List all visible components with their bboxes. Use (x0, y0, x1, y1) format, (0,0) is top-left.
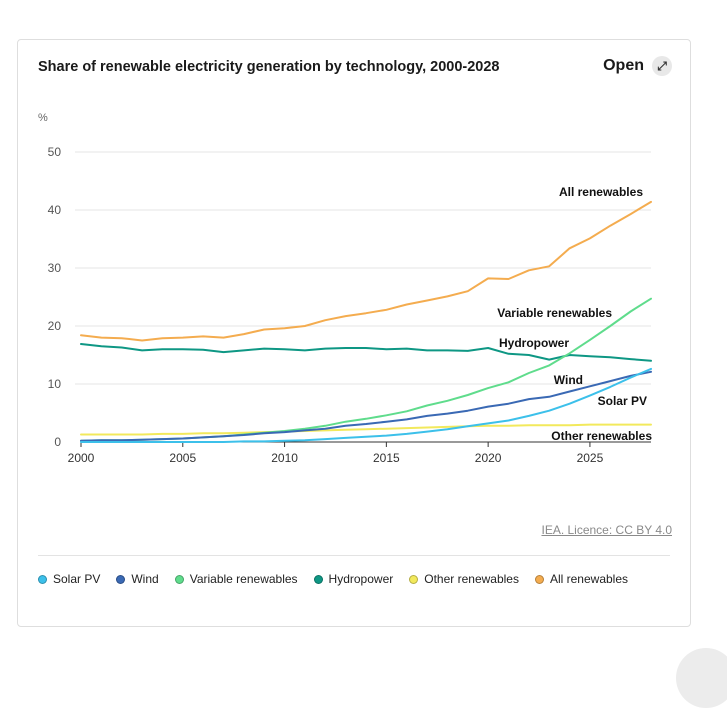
legend-label: All renewables (549, 572, 629, 586)
series-line-hydropower (80, 343, 652, 362)
series-label-wind: Wind (554, 373, 583, 387)
series-label-all-renewables: All renewables (559, 185, 643, 199)
open-label: Open (603, 57, 644, 74)
series-line-all-renewables (80, 200, 652, 342)
series-label-hydropower: Hydropower (499, 336, 569, 350)
series-label-solar-pv: Solar PV (598, 394, 647, 408)
x-tick-label: 2010 (271, 451, 298, 465)
y-tick-label: 20 (48, 319, 62, 333)
y-tick-label: 0 (54, 435, 61, 449)
expand-icon[interactable]: ⤢ (652, 56, 672, 76)
legend-dot-icon (116, 574, 126, 584)
x-tick-label: 2000 (68, 451, 95, 465)
series-line-wind (80, 370, 652, 442)
x-tick-label: 2025 (577, 451, 604, 465)
legend-dot-icon (409, 574, 419, 584)
y-axis-unit: % (38, 112, 48, 124)
series-line-other-renewables (80, 423, 652, 436)
x-tick-label: 2020 (475, 451, 502, 465)
legend-item-all-renewables[interactable]: All renewables (534, 572, 629, 586)
legend-item-hydropower[interactable]: Hydropower (313, 572, 394, 586)
legend-label: Other renewables (424, 572, 519, 586)
legend-item-variable-renewables[interactable]: Variable renewables (174, 572, 298, 586)
legend-dot-icon (174, 574, 184, 584)
legend-dot-icon (38, 574, 47, 584)
series-label-variable-renewables: Variable renewables (497, 306, 612, 320)
x-tick-label: 2005 (169, 451, 196, 465)
legend-item-other-renewables[interactable]: Other renewables (409, 572, 519, 586)
legend: Solar PV Wind Variable renewables Hydropowe… (38, 572, 658, 586)
open-button[interactable]: Open ⤢ (603, 56, 672, 76)
chart-title: Share of renewable electricity generatio… (38, 59, 500, 75)
legend-dot-icon (313, 574, 323, 584)
y-tick-label: 30 (48, 261, 62, 275)
legend-item-wind[interactable]: Wind (116, 572, 159, 586)
legend-label: Hydropower (328, 572, 394, 586)
legend-item-solar-pv[interactable]: Solar PV (38, 572, 100, 586)
legend-label: Wind (131, 572, 159, 586)
legend-label: Solar PV (53, 572, 101, 586)
series-line-variable-renewables (80, 297, 652, 442)
y-tick-label: 50 (48, 145, 62, 159)
chart-card: Share of renewable electricity generatio… (17, 39, 691, 627)
line-chart: % 0 10 20 30 40 50 2000 2005 2010 2015 2020 2025 So… (38, 112, 652, 465)
legend-label: Variable renewables (189, 572, 298, 586)
series-line-solar-pv (80, 367, 652, 443)
divider (38, 555, 670, 556)
legend-dot-icon (534, 574, 544, 584)
source-link[interactable]: IEA. Licence: CC BY 4.0 (541, 523, 672, 537)
y-tick-label: 10 (48, 377, 62, 391)
y-tick-label: 40 (48, 203, 62, 217)
corner-decoration (676, 648, 727, 708)
series-label-other-renewables: Other renewables (551, 429, 652, 443)
x-tick-label: 2015 (373, 451, 400, 465)
